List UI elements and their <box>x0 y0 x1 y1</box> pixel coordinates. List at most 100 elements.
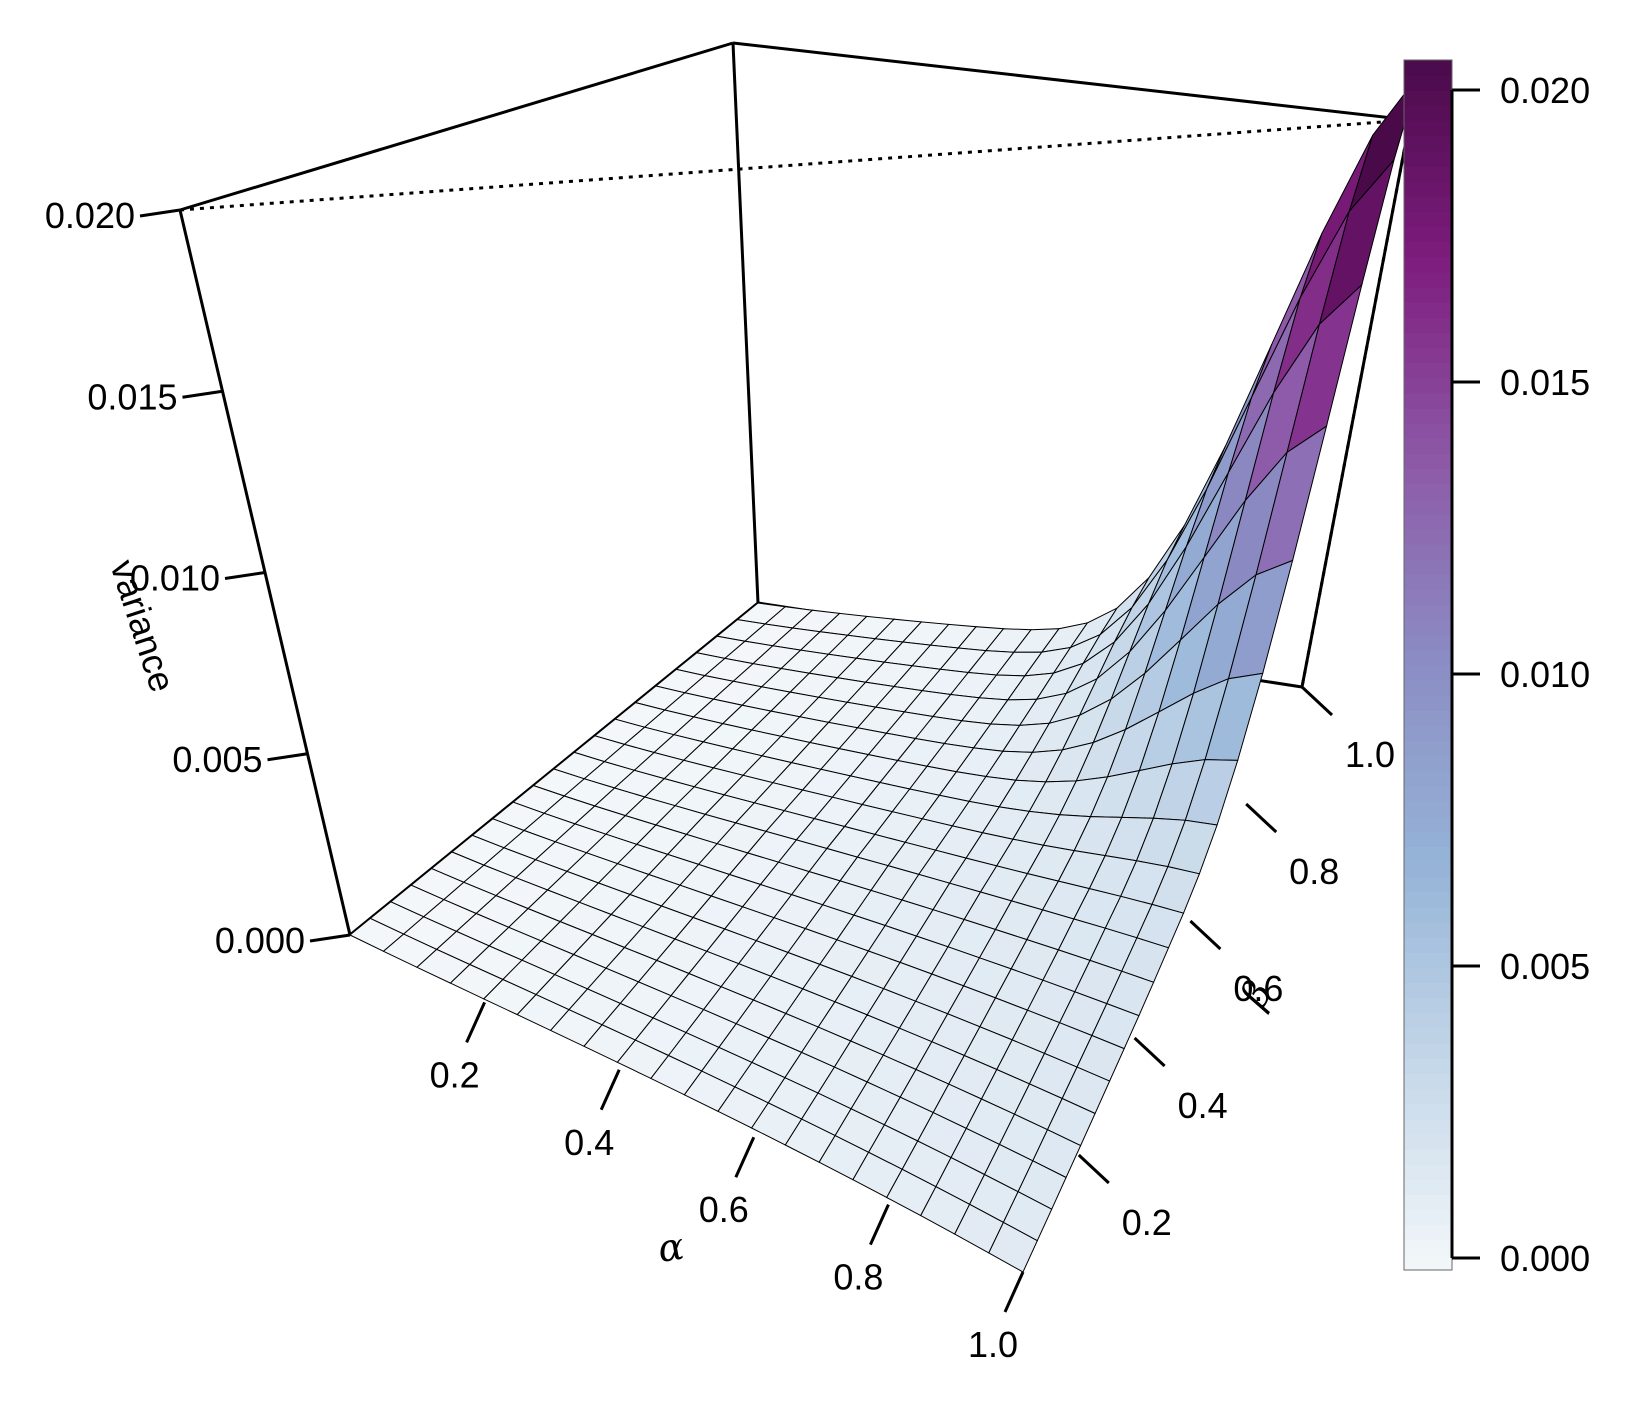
colorbar-swatch <box>1404 907 1452 923</box>
colorbar-swatch <box>1404 1118 1452 1135</box>
back-edge-vertical <box>731 42 760 604</box>
colorbar-swatch <box>1404 256 1452 273</box>
colorbar-swatch <box>1404 619 1452 636</box>
colorbar-swatch <box>1404 997 1452 1014</box>
colorbar-tick-label: 0.005 <box>1500 946 1590 987</box>
colorbar-swatch <box>1404 241 1452 258</box>
colorbar-swatch <box>1404 831 1452 848</box>
z-tick-label: 0.010 <box>130 558 220 599</box>
alpha-tick-label: 0.6 <box>699 1189 749 1230</box>
colorbar-tick-label: 0.000 <box>1500 1238 1590 1279</box>
colorbar-swatch <box>1404 710 1452 727</box>
colorbar-swatch <box>1404 1073 1452 1090</box>
colorbar-swatch <box>1404 1164 1452 1180</box>
colorbar-swatch <box>1404 982 1452 999</box>
colorbar-swatch <box>1404 1239 1452 1256</box>
colorbar-swatch <box>1404 407 1452 424</box>
colorbar-swatch <box>1404 513 1452 530</box>
colorbar-swatch <box>1404 1058 1452 1074</box>
colorbar-swatch <box>1404 1028 1452 1044</box>
colorbar-swatch <box>1404 438 1452 454</box>
colorbar-swatch <box>1404 1012 1452 1029</box>
beta-tick-label: 0.6 <box>1233 968 1283 1009</box>
colorbar-swatch <box>1404 226 1452 243</box>
colorbar-swatch <box>1404 165 1452 182</box>
z-tick-label: 0.015 <box>87 376 177 417</box>
colorbar-swatch <box>1404 271 1452 288</box>
colorbar-swatch <box>1404 362 1452 379</box>
beta-tick-mark <box>1077 1153 1110 1185</box>
colorbar-swatch <box>1404 90 1452 106</box>
surface-mesh <box>349 75 1419 1273</box>
alpha-tick-mark <box>869 1203 890 1246</box>
colorbar-swatch <box>1404 649 1452 666</box>
colorbar-swatch <box>1404 392 1452 409</box>
colorbar-swatch <box>1404 544 1452 560</box>
colorbar-swatch <box>1404 1224 1452 1241</box>
alpha-axis-title: α <box>655 1224 687 1271</box>
beta-tick-label: 0.4 <box>1178 1085 1228 1126</box>
alpha-tick-mark <box>599 1069 621 1111</box>
beta-tick-mark <box>1245 802 1278 834</box>
colorbar-swatch <box>1404 786 1452 802</box>
colorbar-swatch <box>1404 528 1452 545</box>
colorbar-swatch <box>1404 559 1452 575</box>
colorbar-swatch <box>1404 755 1452 772</box>
beta-tick-label: 0.2 <box>1122 1202 1172 1243</box>
colorbar-swatch <box>1404 937 1452 953</box>
colorbar-swatch <box>1404 1254 1452 1271</box>
z-tick-mark <box>309 933 351 943</box>
z-tick-mark <box>224 571 266 580</box>
beta-tick-label: 0.8 <box>1289 851 1339 892</box>
colorbar-swatch <box>1404 574 1452 590</box>
colorbar-swatch <box>1404 317 1452 333</box>
colorbar-swatch <box>1404 589 1452 606</box>
colorbar-swatch <box>1404 1194 1452 1211</box>
z-tick-mark <box>139 208 181 218</box>
colorbar-swatch <box>1404 695 1452 711</box>
alpha-tick-label: 0.4 <box>564 1122 614 1163</box>
colorbar-swatch <box>1404 770 1452 787</box>
colorbar-tick-label: 0.010 <box>1500 654 1590 695</box>
colorbar-swatch <box>1404 634 1452 651</box>
back-edge-top-left <box>179 41 734 212</box>
beta-tick-label: 1.0 <box>1345 734 1395 775</box>
colorbar-swatch <box>1404 60 1452 76</box>
colorbar-swatch <box>1404 377 1452 394</box>
colorbar-swatch <box>1404 861 1452 878</box>
colorbar-swatch <box>1404 1149 1452 1165</box>
colorbar-swatch <box>1404 75 1452 91</box>
colorbar-swatch <box>1404 483 1452 500</box>
colorbar-swatch <box>1404 876 1452 893</box>
colorbar-swatch <box>1404 347 1452 364</box>
hidden-edge-top-diagonal <box>179 118 1411 212</box>
alpha-tick-label: 1.0 <box>968 1324 1018 1365</box>
colorbar-swatch <box>1404 211 1452 227</box>
back-edge-top-right <box>732 41 1411 122</box>
colorbar-swatch <box>1404 1179 1452 1195</box>
alpha-tick-label: 0.2 <box>430 1054 480 1095</box>
beta-tick-mark <box>1300 685 1334 717</box>
colorbar-swatch <box>1404 1209 1452 1226</box>
front-edge-right-vertical <box>1300 119 1412 688</box>
colorbar-swatch <box>1404 1088 1452 1105</box>
colorbar-swatch <box>1404 453 1452 469</box>
colorbar-swatch <box>1404 846 1452 863</box>
colorbar-swatch <box>1404 135 1452 152</box>
beta-tick-mark <box>1133 1036 1166 1068</box>
colorbar-swatch <box>1404 1103 1452 1120</box>
z-tick-label: 0.020 <box>45 195 135 236</box>
colorbar-swatch <box>1404 1043 1452 1059</box>
colorbar-swatch <box>1404 801 1452 817</box>
colorbar-swatch <box>1404 468 1452 485</box>
colorbar-swatch <box>1404 423 1452 439</box>
colorbar-swatch <box>1404 150 1452 167</box>
colorbar-swatch <box>1404 604 1452 621</box>
surface-facet <box>988 1221 1038 1273</box>
colorbar-swatch <box>1404 967 1452 984</box>
z-tick-label: 0.005 <box>172 739 262 780</box>
colorbar-swatch <box>1404 120 1452 137</box>
colorbar-tick-label: 0.015 <box>1500 362 1590 403</box>
